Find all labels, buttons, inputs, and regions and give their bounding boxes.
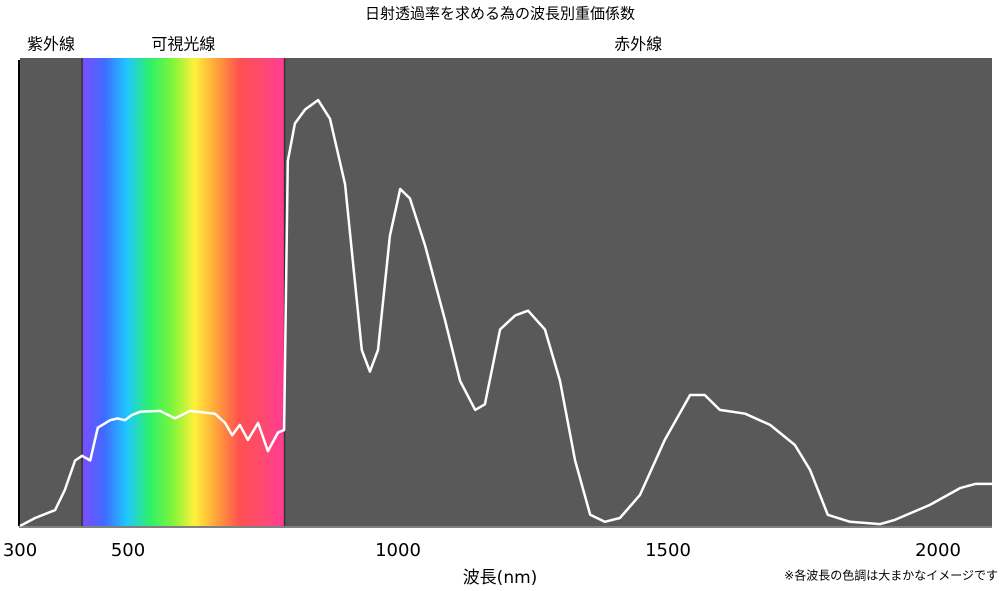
x-tick-label: 1000 (375, 540, 421, 561)
region (284, 58, 993, 526)
note: ※各波長の色調は大まかなイメージです (784, 568, 998, 583)
region (20, 58, 83, 526)
x-tick-label: 1500 (645, 540, 691, 561)
region-label: 赤外線 (614, 35, 662, 54)
x-tick-label: 500 (111, 540, 145, 561)
x-tick-label: 2000 (915, 540, 961, 561)
x-tick-label: 300 (3, 540, 37, 561)
region-label: 可視光線 (151, 35, 215, 54)
region-label: 紫外線 (27, 35, 75, 54)
region (82, 58, 285, 526)
chart-title: 日射透過率を求める為の波長別重価係数 (365, 5, 635, 23)
data-line (19, 98, 992, 528)
x-axis-label: 波長(nm) (463, 568, 538, 588)
